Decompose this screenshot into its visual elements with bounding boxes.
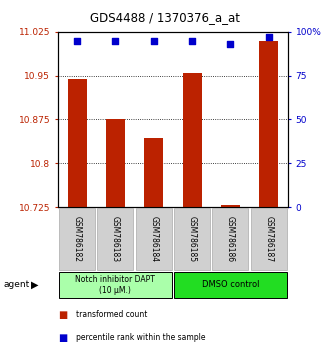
Text: percentile rank within the sample: percentile rank within the sample — [76, 333, 206, 342]
Text: transformed count: transformed count — [76, 310, 148, 319]
Bar — [221, 205, 240, 207]
Text: DMSO control: DMSO control — [202, 280, 259, 290]
Point — [74, 38, 80, 44]
Bar — [106, 120, 125, 207]
Point — [228, 41, 233, 47]
Text: GSM786183: GSM786183 — [111, 216, 120, 262]
Bar — [68, 79, 87, 207]
Bar — [97, 209, 133, 269]
Bar — [59, 209, 95, 269]
Bar — [259, 41, 278, 207]
Point — [189, 38, 195, 44]
Point — [151, 38, 157, 44]
Point — [113, 38, 118, 44]
Text: Notch inhibitor DAPT
(10 μM.): Notch inhibitor DAPT (10 μM.) — [75, 275, 155, 295]
Text: GSM786184: GSM786184 — [149, 216, 158, 262]
Bar — [144, 138, 164, 207]
Text: GSM786185: GSM786185 — [188, 216, 197, 262]
Bar — [251, 209, 287, 269]
Text: GSM786186: GSM786186 — [226, 216, 235, 262]
Text: ■: ■ — [58, 309, 67, 320]
Text: GDS4488 / 1370376_a_at: GDS4488 / 1370376_a_at — [90, 11, 241, 24]
Text: agent: agent — [3, 280, 29, 290]
Bar — [182, 73, 202, 207]
Bar — [213, 209, 249, 269]
Text: GSM786182: GSM786182 — [72, 216, 82, 262]
Text: ▶: ▶ — [31, 280, 39, 290]
Text: ■: ■ — [58, 333, 67, 343]
Bar — [59, 272, 172, 298]
Point — [266, 34, 271, 40]
Bar — [136, 209, 172, 269]
Text: GSM786187: GSM786187 — [264, 216, 273, 262]
Bar — [174, 272, 287, 298]
Bar — [174, 209, 210, 269]
